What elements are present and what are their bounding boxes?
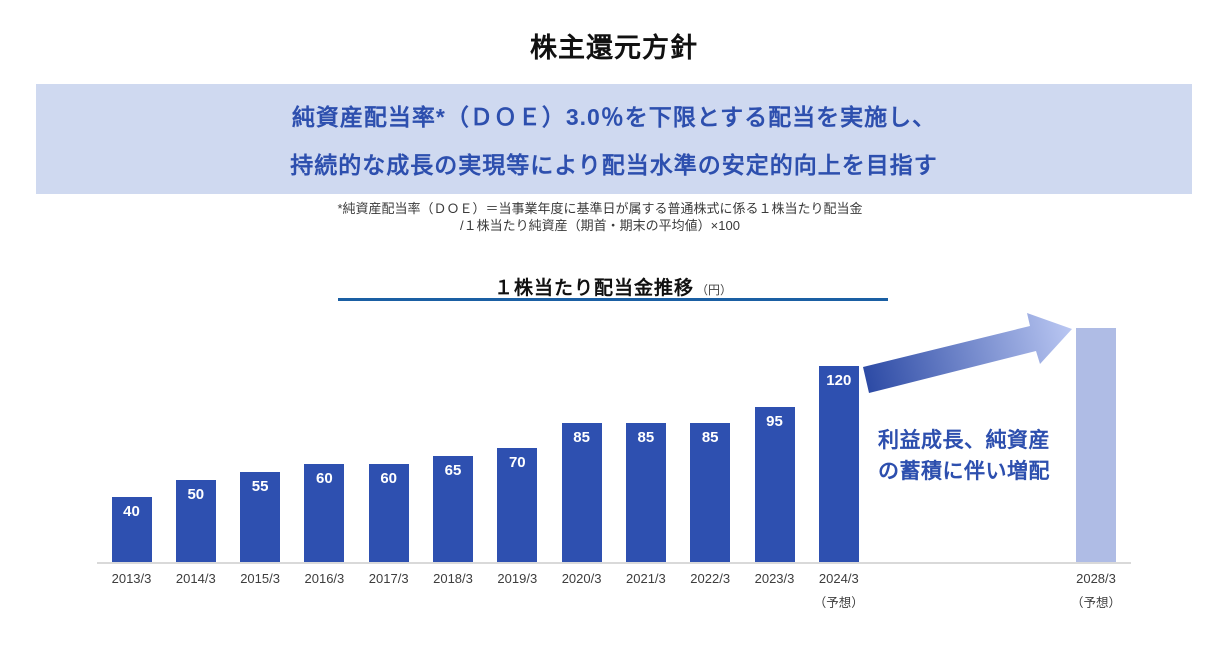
growth-arrow-shape xyxy=(863,313,1072,393)
bar-2021/3: 85 xyxy=(625,423,666,562)
bar-value-label: 65 xyxy=(444,462,462,479)
bar-2028/3 xyxy=(1076,328,1116,562)
bar-2013/3: 40 xyxy=(111,497,152,562)
bar-value-label: 85 xyxy=(701,429,719,446)
bar-2016/3: 60 xyxy=(304,464,345,562)
bar-2018/3: 65 xyxy=(433,456,473,562)
chart-title-underline xyxy=(338,298,888,301)
bar-value-label: 70 xyxy=(508,454,526,471)
x-axis-label: 2018/3 xyxy=(433,571,473,586)
x-axis-line xyxy=(97,562,1131,564)
bar-value-label: 55 xyxy=(251,478,269,495)
bar-2015/3: 55 xyxy=(240,472,281,562)
x-axis-label: 2023/3 xyxy=(754,571,795,586)
chart-unit-label: （円） xyxy=(696,283,733,297)
x-axis-label: 2015/3 xyxy=(240,571,280,586)
x-axis-label: 2020/3 xyxy=(561,571,602,586)
bar-value-label: 85 xyxy=(637,429,655,446)
x-axis-label: 2021/3 xyxy=(626,571,666,586)
bar-value-label: 60 xyxy=(316,470,333,487)
bar-2019/3: 70 xyxy=(497,448,538,562)
growth-annotation-line-2: の蓄積に伴い増配 xyxy=(878,460,1050,483)
x-axis-label: 2022/3 xyxy=(690,571,731,586)
x-axis-label: 2019/3 xyxy=(497,571,538,586)
forecast-note: （予想） xyxy=(813,596,864,610)
x-axis-label: 2024/3 xyxy=(818,571,859,586)
x-axis-label: 2017/3 xyxy=(368,571,409,586)
page-title: 株主還元方針 xyxy=(530,33,698,63)
bar-value-label: 95 xyxy=(766,413,783,430)
bar-2023/3: 95 xyxy=(754,407,795,562)
bar-2024/3: 120 xyxy=(818,366,859,562)
bar-value-label: 120 xyxy=(826,372,852,389)
bar-value-label: 85 xyxy=(573,429,590,446)
bar-2014/3: 50 xyxy=(175,480,216,562)
policy-line-2: 持続的な成長の実現等により配当水準の安定的向上を目指す xyxy=(290,152,938,178)
x-axis-label: 2013/3 xyxy=(111,571,152,586)
doe-footnote-line-1: *純資産配当率（ＤＯＥ）＝当事業年度に基準日が属する普通株式に係る１株当たり配当… xyxy=(337,201,863,216)
doe-footnote: *純資産配当率（ＤＯＥ）＝当事業年度に基準日が属する普通株式に係る１株当たり配当… xyxy=(0,201,1200,234)
bar-value-label: 50 xyxy=(187,486,205,503)
bar-2020/3: 85 xyxy=(561,423,602,562)
bar-value-label: 40 xyxy=(123,503,140,520)
bar-value-label: 60 xyxy=(380,470,398,487)
growth-annotation: 利益成長、純資産 の蓄積に伴い増配 xyxy=(848,425,1080,487)
x-axis-label: 2014/3 xyxy=(175,571,216,586)
policy-line-1: 純資産配当率*（ＤＯＥ）3.0％を下限とする配当を実施し、 xyxy=(291,104,937,130)
x-axis-label: 2016/3 xyxy=(304,571,345,586)
chart-title-text: １株当たり配当金推移 xyxy=(493,278,694,299)
x-axis-label: 2028/3 xyxy=(1076,571,1116,586)
growth-annotation-line-1: 利益成長、純資産 xyxy=(878,429,1050,452)
bar-2022/3: 85 xyxy=(690,423,731,562)
doe-footnote-line-2: /１株当たり純資産（期首・期末の平均値）×100 xyxy=(460,217,740,233)
policy-banner: 純資産配当率*（ＤＯＥ）3.0％を下限とする配当を実施し、 持続的な成長の実現等… xyxy=(36,84,1192,194)
chart-title: １株当たり配当金推移 （円） xyxy=(338,273,888,300)
bar-2017/3: 60 xyxy=(368,464,409,562)
forecast-note: （予想） xyxy=(1070,596,1121,610)
